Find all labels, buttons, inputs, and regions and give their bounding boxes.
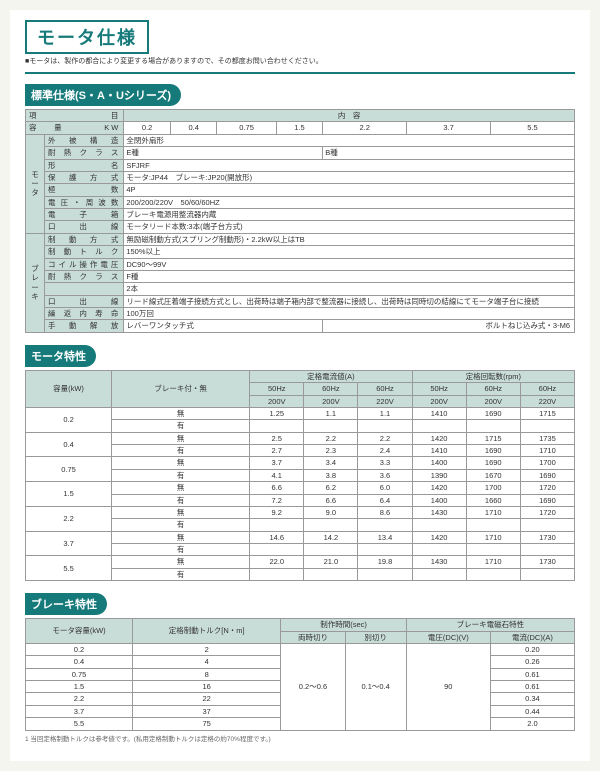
footnote: 1 当回定格制動トルクは参考値です。(私用定格制動トルクは定格の約70%程度です… (25, 733, 575, 743)
section2-tab: モータ特性 (25, 345, 96, 367)
kw-label: 容量 KW (26, 122, 124, 134)
page-subtitle: ■モータは、製作の都合により変更する場合がありますので、その都度お問い合わせくだ… (25, 56, 575, 66)
col-item: 項 目 (26, 110, 124, 122)
col-content: 内 容 (124, 110, 575, 122)
page-title: モータ仕様 (37, 28, 137, 48)
brake-char-table: モータ容量(kW) 定格制動トルク[N・m] 制作時間(sec) ブレーキ電磁石… (25, 618, 575, 730)
spec-table: 項 目 内 容 容量 KW 0.2 0.4 0.75 1.5 2.2 3.7 5… (25, 109, 575, 333)
section3-tab: ブレーキ特性 (25, 593, 107, 615)
title-rule (25, 72, 575, 74)
document-page: モータ仕様 ■モータは、製作の都合により変更する場合がありますので、その都度お問… (10, 10, 590, 761)
motor-char-table: 容量(kW) ブレーキ付・無 定格電流値(A) 定格回転数(rpm) 50Hz … (25, 370, 575, 581)
page-title-box: モータ仕様 (25, 20, 149, 54)
section1-tab: 標準仕様(S・A・Uシリーズ) (25, 84, 181, 106)
